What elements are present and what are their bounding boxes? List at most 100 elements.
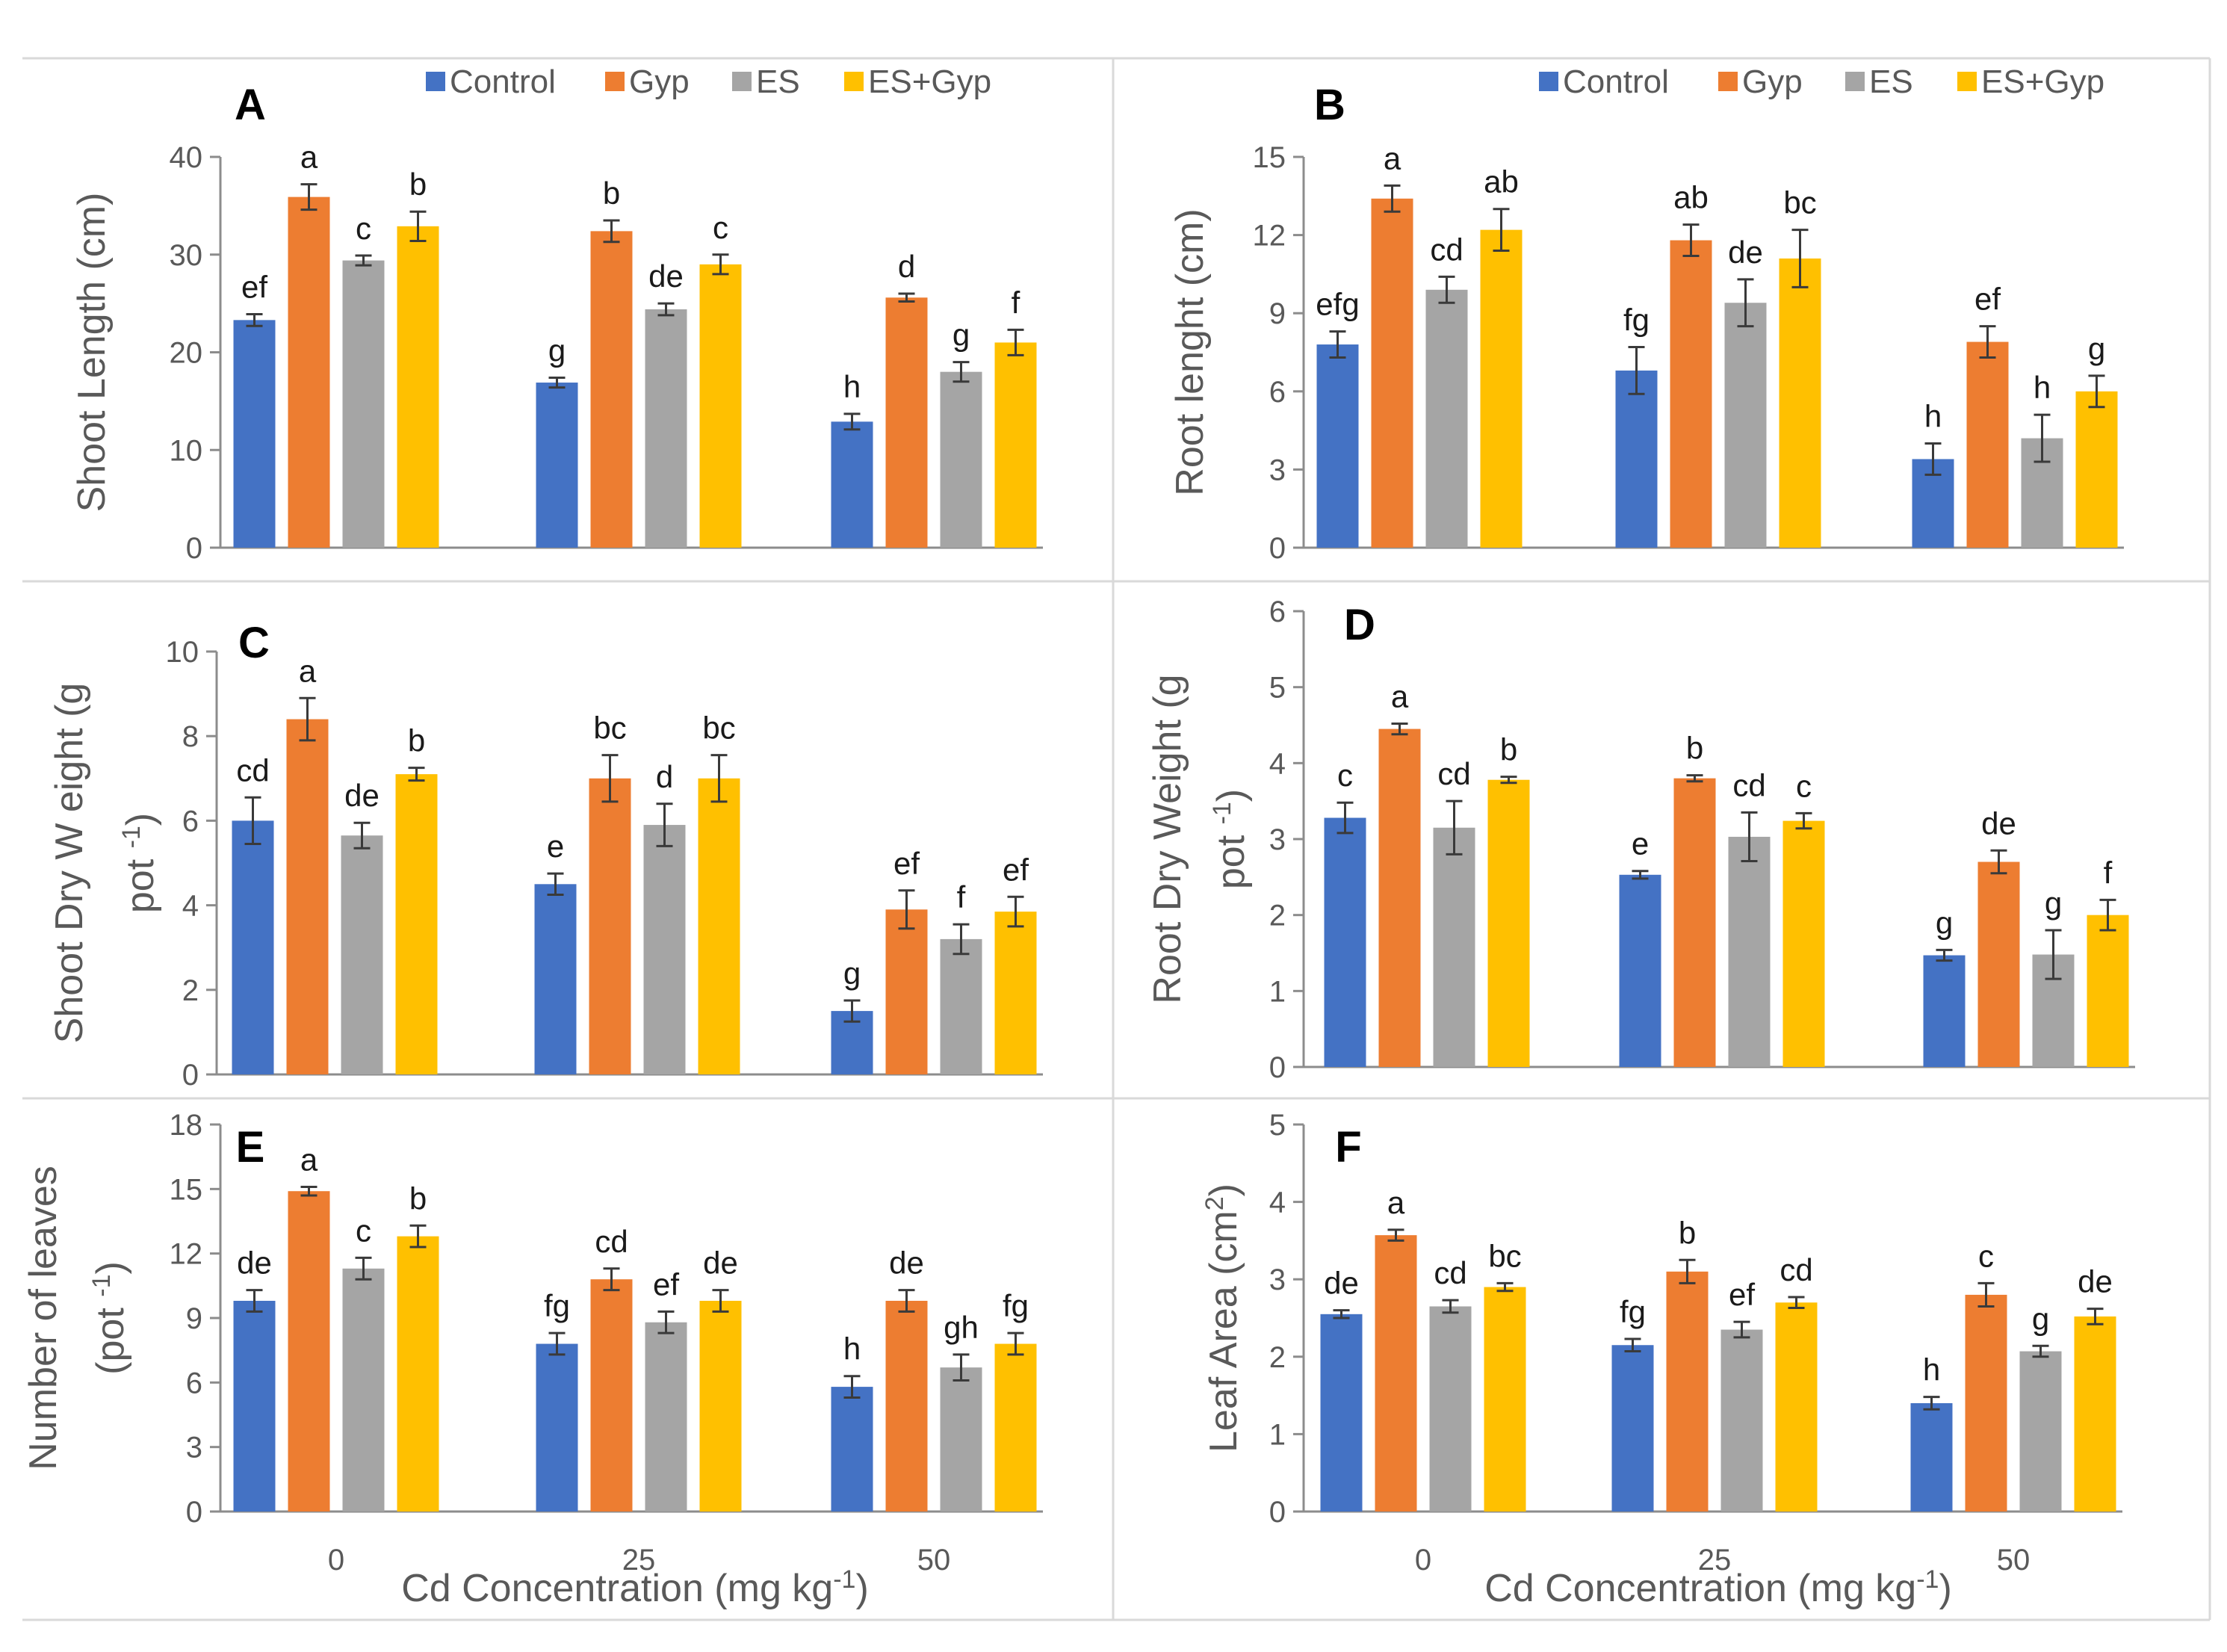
bar-gyp <box>885 1300 928 1512</box>
bar-control <box>831 1387 873 1512</box>
y-tick-label: 6 <box>186 1367 202 1399</box>
legend-label: ES <box>756 64 800 100</box>
significance-letter: f <box>957 879 966 915</box>
panel-borders <box>22 57 2211 1621</box>
significance-letter: c <box>356 1213 371 1248</box>
y-axis-title-line2: (pot -1) <box>87 1261 132 1375</box>
x-tick-label: 0 <box>1415 1544 1431 1577</box>
panel-label: C <box>238 619 270 667</box>
bar-control <box>1324 817 1366 1067</box>
bar-gyp <box>589 778 631 1074</box>
bar-es-gyp <box>994 342 1037 548</box>
y-tick-label: 0 <box>1269 1051 1286 1084</box>
y-tick-label: 3 <box>1269 454 1286 486</box>
significance-letter: f <box>2104 855 2113 890</box>
legend: Control Gyp ES ES+Gyp <box>426 64 991 100</box>
y-tick-label: 1 <box>1269 975 1286 1008</box>
bar-es-gyp <box>1484 1287 1526 1512</box>
significance-letter: c <box>356 211 371 246</box>
bar-gyp <box>1977 861 2020 1067</box>
panel-label: F <box>1335 1123 1361 1172</box>
significance-letter: fg <box>1620 1294 1646 1329</box>
y-tick-label: 6 <box>1269 595 1286 628</box>
significance-letter: cd <box>595 1224 628 1259</box>
significance-letter: f <box>1012 285 1020 320</box>
legend-swatch <box>732 72 752 91</box>
legend-label: ES <box>1869 64 1913 100</box>
significance-letter: c <box>1978 1238 1994 1273</box>
y-tick-label: 0 <box>1269 532 1286 565</box>
significance-letter: h <box>843 369 861 404</box>
bar-es-gyp <box>699 264 742 548</box>
significance-letter: fg <box>544 1288 570 1323</box>
significance-letter: ef <box>241 270 267 305</box>
legend-label: ES+Gyp <box>1981 64 2104 100</box>
bar-gyp <box>1378 728 1421 1067</box>
significance-letter: a <box>300 1142 318 1177</box>
bar-es-gyp <box>397 1236 439 1512</box>
y-tick-label: 0 <box>186 1496 202 1529</box>
significance-letter: e <box>547 829 564 864</box>
y-axis-title: Shoot Length (cm) <box>70 193 114 513</box>
bar-control <box>233 320 276 548</box>
y-tick-label: 12 <box>170 1238 203 1271</box>
significance-letter: h <box>2034 370 2051 405</box>
bar-control <box>1923 955 1966 1067</box>
bar-gyp <box>1666 1271 1709 1512</box>
significance-letter: bc <box>1488 1238 1521 1273</box>
y-tick-label: 0 <box>1269 1496 1286 1529</box>
bar-control <box>831 421 873 548</box>
significance-letter: de <box>703 1246 738 1281</box>
y-tick-label: 18 <box>170 1109 203 1142</box>
bar-es-gyp <box>1487 779 1530 1067</box>
y-tick-label: 9 <box>186 1302 202 1335</box>
legend-swatch <box>1845 72 1865 91</box>
significance-letter: a <box>1387 1185 1405 1220</box>
bar-es-gyp <box>1775 1302 1818 1512</box>
significance-letter: de <box>889 1246 924 1281</box>
bar-es <box>1429 1306 1472 1512</box>
legend-label: Gyp <box>1742 64 1803 100</box>
bar-es <box>342 1268 385 1512</box>
significance-letter: b <box>408 723 425 758</box>
legend-label: Control <box>1563 64 1669 100</box>
significance-letter: bc <box>1783 185 1816 220</box>
bar-gyp <box>1965 1294 2007 1512</box>
bar-es-gyp <box>2074 1316 2116 1512</box>
x-tick-label: 50 <box>1997 1544 2031 1577</box>
legend-swatch <box>844 72 864 91</box>
y-tick-label: 0 <box>182 1059 199 1092</box>
significance-letter: c <box>1796 768 1812 803</box>
y-tick-label: 5 <box>1269 1109 1286 1142</box>
x-tick-label: 25 <box>622 1544 656 1577</box>
bar-control <box>1615 370 1658 548</box>
bar-es <box>341 835 383 1074</box>
bar-es <box>342 260 385 548</box>
significance-letter: g <box>1936 905 1953 940</box>
significance-letter: efg <box>1316 287 1359 322</box>
bar-gyp <box>590 231 633 548</box>
legend-label: Control <box>450 64 556 100</box>
significance-letter: a <box>1384 140 1401 176</box>
bar-es <box>1724 303 1767 548</box>
significance-letter: b <box>1500 732 1517 767</box>
y-tick-label: 1 <box>1269 1418 1286 1451</box>
significance-letter: c <box>1337 758 1353 793</box>
legend-swatch <box>605 72 625 91</box>
panel-label: A <box>235 81 266 129</box>
bar-gyp <box>1673 778 1716 1067</box>
significance-letter: de <box>237 1246 272 1281</box>
y-tick-label: 3 <box>1269 1263 1286 1296</box>
significance-letter: de <box>1981 805 2016 841</box>
significance-letter: ef <box>1974 282 2001 317</box>
bar-control <box>232 820 274 1074</box>
bar-es-gyp <box>698 778 740 1074</box>
bar-es-gyp <box>994 1343 1037 1512</box>
y-axis-title: Number of leaves <box>22 1166 65 1470</box>
chart-panel-d: 0 1 2 3 4 5 6 Root Dry Weight (g pot -1) Dc e g a b de… <box>1146 595 2135 1084</box>
y-tick-label: 9 <box>1269 297 1286 330</box>
bar-es <box>645 1322 687 1512</box>
significance-letter: ab <box>1484 164 1519 199</box>
